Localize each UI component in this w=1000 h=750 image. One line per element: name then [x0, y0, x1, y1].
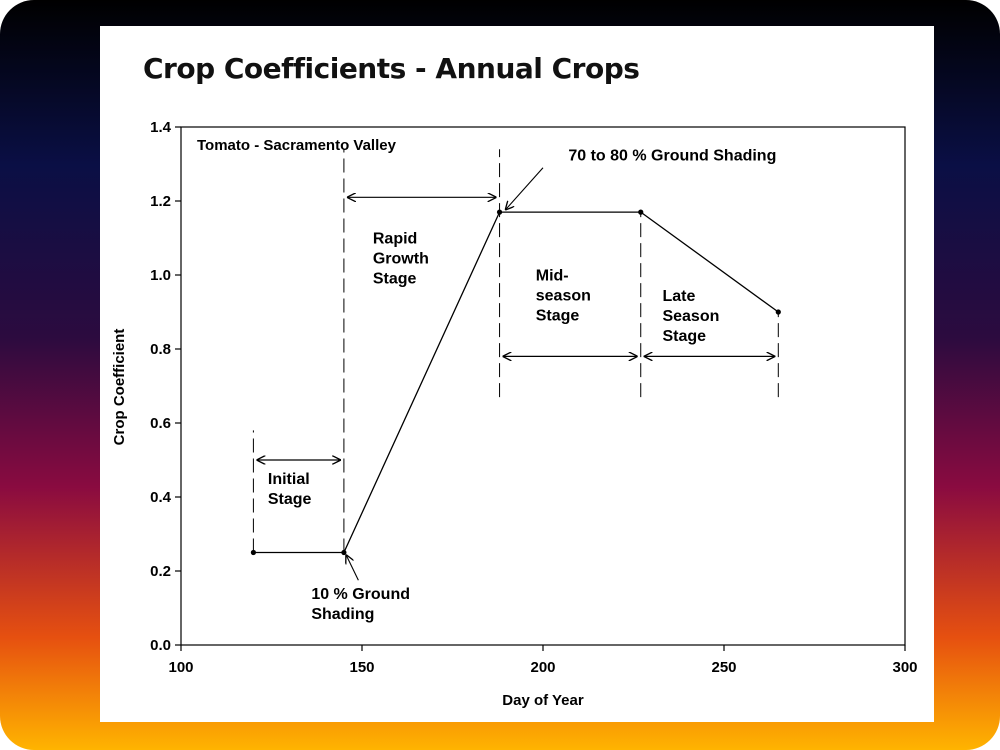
data-point — [638, 209, 644, 215]
y-tick-label: 0.8 — [150, 341, 171, 358]
annotation-line: Season — [662, 308, 719, 325]
annotation-line: Growth — [373, 251, 429, 268]
x-axis-label: Day of Year — [502, 692, 584, 709]
data-point — [496, 209, 503, 215]
annotation-line: Stage — [373, 271, 417, 288]
y-tick-label: 1.4 — [150, 119, 172, 136]
y-tick-label: 0.6 — [150, 415, 171, 432]
annotation-pointer-arrow — [505, 167, 544, 210]
slide-panel — [100, 26, 934, 722]
annotation-line: Mid- — [536, 268, 569, 285]
annotation-line: Stage — [268, 491, 312, 508]
x-tick-label: 250 — [711, 659, 736, 676]
stage-annotation: Initial Stage — [268, 471, 312, 508]
annotation-line: 70 to 80 % Ground Shading — [568, 147, 776, 164]
stage-annotation: Late Season Stage — [662, 288, 719, 345]
chart-text: Tomato - Sacramento Valley Day of Year C… — [111, 137, 776, 709]
data-point — [341, 549, 347, 556]
annotation-line: Initial — [268, 471, 310, 488]
series-line — [253, 211, 779, 554]
data-point — [775, 309, 781, 315]
y-tick-label: 1.0 — [150, 267, 171, 284]
annotation-line: Stage — [662, 328, 706, 345]
y-tick-label: 0.4 — [150, 489, 172, 506]
x-tick-label: 200 — [530, 659, 555, 676]
annotation-line: season — [536, 288, 591, 305]
annotation-line: Rapid — [373, 231, 417, 248]
y-tick-label: 0.2 — [150, 563, 171, 580]
annotation-line: Stage — [536, 308, 580, 325]
axes: 100 150 200 250 300 0.0 0.2 0.4 0.6 0.8 1.0 1.2 1.4 — [150, 119, 917, 676]
annotation-line: Shading — [311, 606, 374, 623]
annotation-line: Late — [662, 288, 695, 305]
data-point — [250, 549, 256, 556]
slide-title: Crop Coefficients - Annual Crops — [143, 52, 640, 85]
stage-arrows — [256, 167, 776, 581]
x-tick-label: 300 — [892, 659, 917, 676]
stage-annotation: 10 % Ground Shading — [311, 586, 410, 623]
stage-annotation: Mid-season Stage — [536, 268, 591, 325]
plot-frame — [180, 126, 906, 646]
x-tick-label: 150 — [349, 659, 374, 676]
series — [250, 209, 781, 556]
annotation-pointer-arrow — [346, 555, 359, 581]
stage-boundaries — [252, 149, 779, 553]
stage-annotation: Rapid Growth Stage — [373, 231, 429, 288]
inset-label: Tomato - Sacramento Valley — [197, 137, 397, 154]
stage-annotation: 70 to 80 % Ground Shading — [568, 147, 776, 164]
y-axis-label: Crop Coefficient — [111, 329, 128, 446]
y-tick-label: 0.0 — [150, 637, 171, 654]
y-tick-label: 1.2 — [150, 193, 171, 210]
annotation-line: 10 % Ground — [311, 586, 410, 603]
x-tick-label: 100 — [168, 659, 193, 676]
